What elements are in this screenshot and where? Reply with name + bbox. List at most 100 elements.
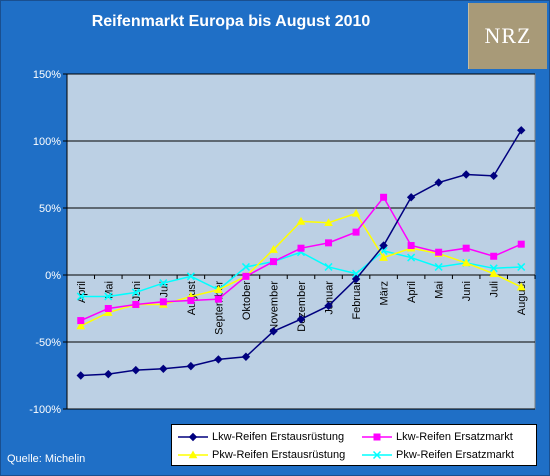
data-point — [407, 253, 416, 262]
data-point — [517, 240, 525, 248]
data-point — [242, 272, 250, 280]
data-point — [76, 371, 85, 380]
data-point-stroke — [186, 272, 195, 281]
data-point — [351, 208, 361, 217]
plot-area — [66, 73, 536, 410]
data-point — [372, 450, 382, 460]
data-point — [188, 432, 198, 442]
x-tick-label: März — [379, 281, 391, 305]
data-point-stroke — [76, 292, 85, 301]
x-tick-label: Dezember — [296, 281, 308, 332]
data-point — [373, 433, 381, 441]
data-point — [104, 305, 112, 312]
data-point — [434, 262, 443, 271]
data-point — [269, 245, 278, 253]
legend-swatch-3 — [178, 450, 208, 459]
legend-item: Lkw-Reifen Ersatzmarkt — [362, 428, 513, 446]
data-point — [461, 258, 471, 267]
y-tick-label: 0% — [45, 270, 61, 282]
data-point — [76, 292, 85, 301]
legend-label: Lkw-Reifen Erstausrüstung — [212, 431, 345, 443]
data-point — [324, 262, 333, 271]
data-point-stroke — [372, 450, 382, 460]
data-point — [241, 352, 251, 361]
y-tick-label: 50% — [39, 203, 61, 215]
data-point — [406, 193, 416, 202]
data-point — [214, 295, 222, 303]
data-point — [296, 315, 306, 324]
data-point — [517, 262, 526, 271]
data-point-stroke — [407, 253, 416, 262]
data-point — [379, 241, 388, 250]
data-point-stroke — [241, 262, 250, 271]
data-point — [131, 288, 140, 297]
data-point — [77, 317, 85, 325]
data-point-stroke — [489, 264, 498, 273]
y-tick-label: 100% — [33, 136, 61, 148]
legend-item: Pkw-Reifen Ersatzmarkt — [362, 446, 514, 464]
x-tick-label: Februar — [351, 281, 363, 320]
x-tick-label: Mai — [434, 281, 446, 299]
y-tick-label: -100% — [29, 404, 61, 416]
data-point — [241, 262, 250, 271]
legend-swatch-1 — [178, 432, 208, 442]
nrz-logo: NRZ — [468, 3, 547, 69]
data-point — [325, 239, 333, 247]
data-point — [324, 301, 333, 311]
gridlines — [67, 73, 535, 410]
data-point — [186, 272, 195, 281]
data-point — [186, 361, 196, 371]
data-point — [489, 269, 499, 277]
data-point — [407, 242, 415, 250]
data-point — [214, 285, 223, 294]
x-tick-label: November — [268, 281, 280, 332]
data-point-stroke — [324, 262, 333, 271]
data-point — [76, 321, 86, 330]
data-point — [324, 218, 333, 227]
data-point-stroke — [434, 262, 443, 271]
data-point — [159, 298, 167, 306]
x-tick-label: Januar — [324, 281, 336, 315]
data-point — [462, 244, 470, 252]
data-point-stroke — [159, 279, 168, 288]
data-point — [351, 274, 361, 284]
legend: Lkw-Reifen Erstausrüstung Lkw-Reifen Ers… — [171, 424, 537, 466]
x-tick-label: Oktober — [241, 281, 253, 320]
legend-item: Pkw-Reifen Erstausrüstung — [178, 446, 345, 464]
legend-swatch-4 — [362, 450, 392, 460]
y-axis-ticks: -100% -50% 0% 50% 100% 150% — [29, 69, 68, 416]
data-point — [435, 248, 443, 256]
data-point-stroke — [131, 288, 140, 297]
data-point — [188, 450, 198, 459]
data-point — [104, 369, 113, 379]
data-point — [159, 364, 168, 374]
data-point — [103, 307, 113, 316]
data-point — [131, 365, 141, 375]
series-layer — [76, 126, 526, 380]
data-point — [380, 193, 388, 201]
data-point — [296, 216, 306, 225]
data-point-stroke — [104, 292, 113, 301]
data-point — [187, 296, 195, 304]
x-tick-label: April — [406, 281, 418, 303]
legend-swatch-2 — [362, 433, 392, 441]
data-point-stroke — [517, 262, 526, 271]
data-point — [269, 258, 277, 266]
data-point — [297, 244, 305, 252]
data-point — [379, 253, 388, 261]
data-point — [434, 178, 443, 187]
data-point — [461, 170, 471, 179]
x-tick-label: Juni — [461, 281, 473, 301]
data-point — [132, 300, 140, 308]
data-point — [489, 264, 498, 273]
x-tick-label: Juli — [489, 281, 501, 298]
legend-item: Lkw-Reifen Erstausrüstung — [178, 428, 344, 446]
data-point — [352, 228, 360, 236]
data-point — [516, 282, 526, 291]
data-point — [104, 292, 113, 301]
legend-label: Pkw-Reifen Ersatzmarkt — [396, 449, 514, 461]
x-tick-label: September — [213, 281, 225, 335]
data-point — [489, 171, 498, 181]
